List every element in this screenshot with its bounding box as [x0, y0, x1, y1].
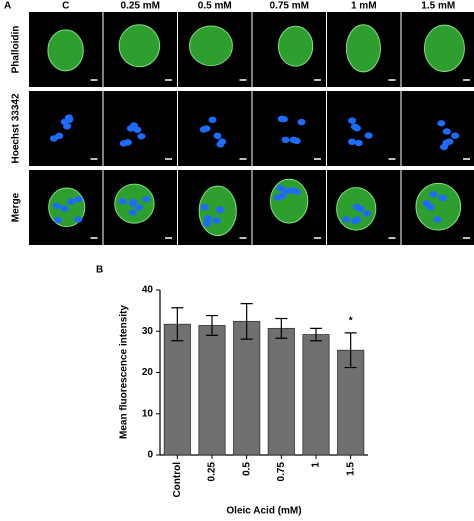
nucleus: [129, 198, 138, 206]
nucleus: [445, 138, 454, 145]
error-bar: [206, 314, 218, 336]
x-axis-label: Oleic Acid (mM): [226, 506, 301, 517]
nucleus: [133, 126, 142, 133]
error-bar: [275, 317, 288, 339]
cell-cluster: [415, 182, 462, 231]
column-header: 0.75 mM: [270, 1, 309, 12]
x-tick-label: 1: [311, 462, 322, 468]
nucleus: [203, 220, 212, 227]
nucleus: [348, 117, 357, 124]
nucleus: [52, 202, 61, 210]
nucleus: [208, 116, 217, 124]
nucleus: [137, 133, 146, 140]
nucleus: [289, 136, 298, 144]
bar: [198, 325, 226, 456]
nucleus: [356, 205, 365, 213]
nucleus: [437, 120, 446, 127]
nucleus: [215, 206, 224, 214]
x-tick-label: 0.5: [241, 462, 252, 476]
nucleus: [218, 138, 227, 145]
nucleus: [67, 198, 76, 205]
nucleus: [135, 204, 144, 211]
micrograph: [327, 91, 401, 166]
nucleus: [212, 217, 221, 224]
bar: [267, 327, 295, 456]
nucleus: [451, 132, 460, 139]
cell-cluster: [269, 178, 309, 224]
bar: [233, 320, 261, 456]
error-bar: [240, 303, 253, 340]
nucleus: [433, 216, 442, 223]
nucleus: [351, 217, 360, 225]
nucleus: [281, 136, 290, 144]
nucleus: [347, 138, 356, 145]
nucleus: [426, 204, 435, 211]
micrograph: [178, 91, 252, 166]
micrograph: [252, 91, 326, 166]
nucleus: [342, 216, 351, 223]
nucleus: [438, 194, 447, 202]
y-tick-label: 40: [142, 285, 154, 296]
x-tick-label: Control: [172, 462, 183, 498]
nucleus: [297, 118, 306, 126]
cell-cluster: [345, 24, 381, 73]
panel-label: B: [96, 265, 103, 276]
column-header: 0.5 mM: [198, 1, 232, 12]
error-bar: [344, 332, 357, 369]
bar: [163, 323, 191, 456]
nucleus: [354, 139, 363, 147]
nucleus: [278, 192, 287, 200]
cell-cluster: [118, 24, 161, 68]
row-label: Phalloidin: [11, 26, 22, 74]
cell-cluster: [47, 29, 84, 72]
nucleus: [65, 116, 74, 123]
nucleus: [55, 132, 64, 140]
row-label: Merge: [11, 192, 22, 222]
y-tick-label: 20: [142, 367, 154, 378]
nucleus: [282, 187, 291, 195]
bar: [302, 334, 330, 456]
error-bar: [171, 307, 184, 342]
significance-marker: *: [349, 316, 353, 327]
nucleus: [199, 126, 208, 133]
x-tick-label: 0.25: [207, 462, 218, 482]
row-label: Hoechst 33342: [11, 93, 22, 163]
y-axis-label: Mean fluorescence intensity: [119, 305, 130, 439]
nucleus: [54, 216, 63, 224]
nucleus: [429, 191, 438, 198]
nucleus: [350, 123, 359, 130]
column-header: 0.25 mM: [121, 1, 160, 12]
nucleus: [142, 195, 151, 203]
nucleus: [200, 203, 209, 211]
micrograph: [401, 91, 474, 166]
nucleus: [442, 128, 451, 135]
nucleus: [74, 216, 83, 223]
y-tick-label: 30: [142, 326, 154, 337]
error-bar: [310, 327, 322, 342]
nucleus: [60, 205, 69, 212]
nucleus: [128, 209, 137, 216]
x-tick-label: 1.5: [345, 462, 356, 476]
nucleus: [213, 132, 222, 140]
panel-label: A: [4, 1, 11, 12]
nucleus: [123, 139, 132, 146]
nucleus: [276, 185, 285, 192]
nucleus: [364, 132, 373, 139]
nucleus: [118, 198, 127, 205]
nucleus: [277, 115, 286, 123]
cell-cluster: [423, 24, 465, 73]
nucleus: [203, 215, 212, 222]
cell-cluster: [189, 25, 233, 67]
column-header: C: [62, 1, 69, 12]
nucleus: [74, 196, 83, 203]
cell-cluster: [277, 25, 314, 67]
nucleus: [362, 210, 371, 217]
y-tick-label: 0: [147, 450, 153, 461]
column-header: 1.5 mM: [421, 1, 455, 12]
x-tick-label: 0.75: [276, 462, 287, 482]
column-header: 1 mM: [351, 1, 377, 12]
y-tick-label: 10: [142, 408, 154, 419]
